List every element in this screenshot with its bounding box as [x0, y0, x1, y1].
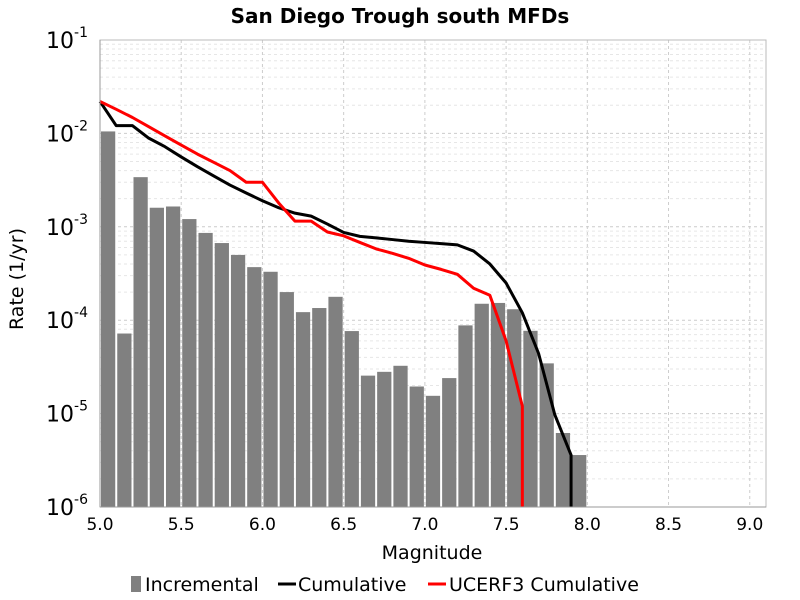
incremental-bar: [182, 219, 197, 507]
incremental-bar: [279, 292, 294, 507]
chart-title: San Diego Trough south MFDs: [231, 4, 570, 28]
incremental-bar: [507, 309, 522, 507]
incremental-bar: [149, 207, 164, 507]
incremental-bar: [295, 312, 311, 507]
x-tick-label: 8.5: [655, 515, 682, 535]
incremental-bar: [230, 254, 246, 507]
incremental-bar: [409, 386, 424, 507]
axes: [99, 39, 767, 508]
legend-label-cumulative: Cumulative: [298, 574, 406, 596]
x-tick-label: 5.5: [168, 515, 195, 535]
legend-swatch-incremental: [131, 576, 141, 592]
x-tick-label: 7.5: [493, 515, 520, 535]
incremental-bar: [133, 177, 148, 508]
incremental-bar: [247, 267, 262, 507]
incremental-bar: [360, 375, 376, 507]
legend: Incremental Cumulative UCERF3 Cumulative: [131, 574, 639, 596]
incremental-bar: [165, 206, 181, 507]
y-tick-label: 10-5: [46, 399, 88, 428]
incremental-bar: [377, 371, 392, 507]
incremental-bar: [474, 303, 489, 507]
ucerf3-cumulative-line: [99, 100, 524, 507]
y-tick-label: 10-2: [46, 118, 88, 147]
incremental-bar: [442, 378, 457, 507]
incremental-bar: [523, 330, 538, 507]
incremental-bar: [214, 243, 229, 507]
incremental-bar: [458, 325, 473, 507]
cumulative-lines: [98, 100, 573, 507]
cumulative-line: [98, 100, 573, 507]
incremental-bar: [555, 432, 571, 507]
incremental-bar: [393, 365, 408, 507]
x-tick-label: 7.0: [411, 515, 438, 535]
incremental-bar: [101, 131, 116, 508]
legend-label-ucerf3: UCERF3 Cumulative: [449, 574, 639, 596]
y-tick-label: 10-6: [46, 492, 88, 521]
x-axis-label: Magnitude: [382, 542, 483, 564]
incremental-bar: [425, 395, 441, 507]
x-tick-label: 5.0: [86, 515, 113, 535]
incremental-bar: [263, 271, 278, 507]
x-tick-label: 6.0: [249, 515, 276, 535]
incremental-bar: [312, 308, 327, 507]
incremental-bar: [328, 296, 343, 507]
y-tick-label: 10-3: [46, 212, 88, 241]
y-axis-label: Rate (1/yr): [6, 228, 28, 330]
legend-label-incremental: Incremental: [145, 574, 259, 596]
x-tick-labels: 5.0 5.5 6.0 6.5 7.0 7.5 8.0 8.5 9.0: [86, 515, 763, 535]
y-tick-label: 10-1: [46, 25, 88, 54]
y-tick-labels: 10-6 10-5 10-4 10-3 10-2 10-1: [46, 25, 88, 521]
incremental-bar: [490, 302, 506, 507]
x-tick-label: 8.0: [574, 515, 601, 535]
x-tick-label: 9.0: [736, 515, 763, 535]
x-tick-label: 6.5: [330, 515, 357, 535]
y-tick-label: 10-4: [46, 305, 88, 334]
incremental-bar: [117, 333, 132, 507]
incremental-bar: [198, 232, 213, 507]
incremental-bar: [344, 331, 359, 507]
incremental-bars: [101, 131, 587, 508]
incremental-bar: [572, 455, 587, 507]
